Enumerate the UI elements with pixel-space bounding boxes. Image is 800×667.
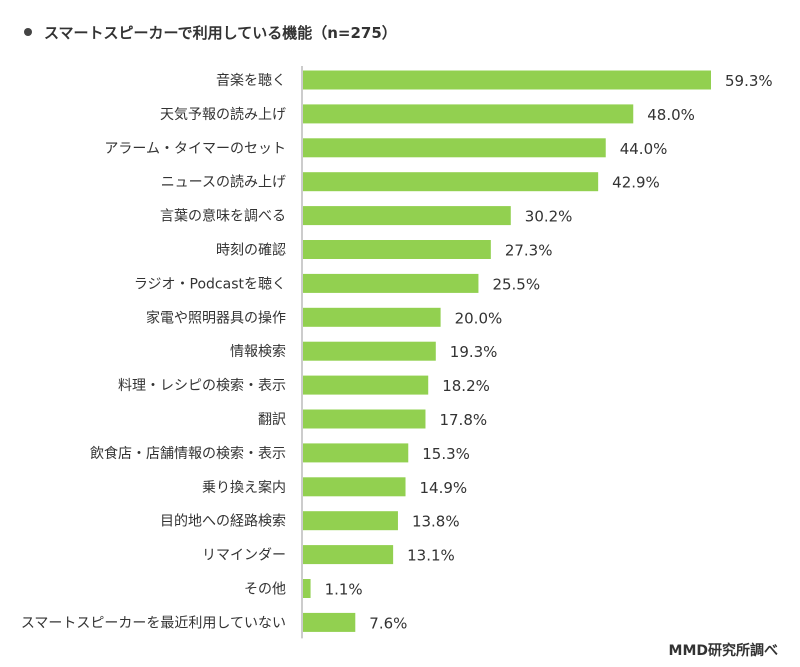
category-label: 目的地への経路検索 xyxy=(160,513,286,530)
value-label: 15.3% xyxy=(422,445,470,463)
value-label: 13.1% xyxy=(407,547,455,565)
value-label: 59.3% xyxy=(725,72,773,90)
category-label: 天気予報の読み上げ xyxy=(160,106,286,123)
category-label: 飲食店・店舗情報の検索・表示 xyxy=(90,445,286,462)
value-label: 7.6% xyxy=(369,614,407,632)
bar xyxy=(303,612,356,632)
source-credit: MMD研究所調べ xyxy=(668,643,778,659)
value-label: 30.2% xyxy=(525,208,573,226)
value-label: 19.3% xyxy=(450,343,498,361)
category-label: 時刻の確認 xyxy=(216,243,286,259)
value-label: 25.5% xyxy=(492,275,540,293)
bar xyxy=(303,375,429,395)
bar xyxy=(303,206,511,226)
value-label: 14.9% xyxy=(420,479,468,497)
chart-title: スマートスピーカーで利用している機能（n=275） xyxy=(24,22,397,43)
value-label: 18.2% xyxy=(442,377,490,395)
chart-title-text: スマートスピーカーで利用している機能（n=275） xyxy=(44,24,397,42)
bar xyxy=(303,511,398,531)
category-label: スマートスピーカーを最近利用していない xyxy=(21,615,286,631)
bar xyxy=(303,545,394,565)
category-label: ニュースの読み上げ xyxy=(161,174,286,191)
bar xyxy=(303,240,491,259)
category-label: 音楽を聴く xyxy=(216,72,286,89)
category-label: アラーム・タイマーのセット xyxy=(104,141,286,157)
bullet-icon xyxy=(24,27,32,36)
category-label: その他 xyxy=(244,582,286,598)
category-label: 家電や照明器具の操作 xyxy=(146,309,286,326)
value-label: 20.0% xyxy=(455,309,503,327)
bar xyxy=(303,477,406,497)
category-label: 翻訳 xyxy=(258,412,286,428)
bar xyxy=(303,172,599,192)
value-label: 1.1% xyxy=(325,581,363,599)
bar xyxy=(303,409,426,429)
bar xyxy=(303,579,311,598)
bar xyxy=(303,443,409,463)
bar xyxy=(303,273,479,293)
value-label: 13.8% xyxy=(412,513,460,531)
value-label: 48.0% xyxy=(647,106,695,124)
category-label: 乗り換え案内 xyxy=(202,479,286,496)
value-label: 42.9% xyxy=(612,174,660,192)
category-label: 料理・レシピの検索・表示 xyxy=(118,377,286,394)
category-label: リマインダー xyxy=(202,548,286,564)
bar xyxy=(303,104,634,124)
value-label: 44.0% xyxy=(620,140,668,158)
category-label: 情報検索 xyxy=(230,343,286,360)
value-label: 17.8% xyxy=(439,411,487,429)
bar xyxy=(303,307,441,327)
category-label: 言葉の意味を調べる xyxy=(160,208,286,225)
bar xyxy=(303,341,436,361)
bar xyxy=(303,138,606,158)
bar xyxy=(303,70,711,90)
category-label: ラジオ・Podcastを聴く xyxy=(134,276,286,292)
value-label: 27.3% xyxy=(505,242,553,260)
